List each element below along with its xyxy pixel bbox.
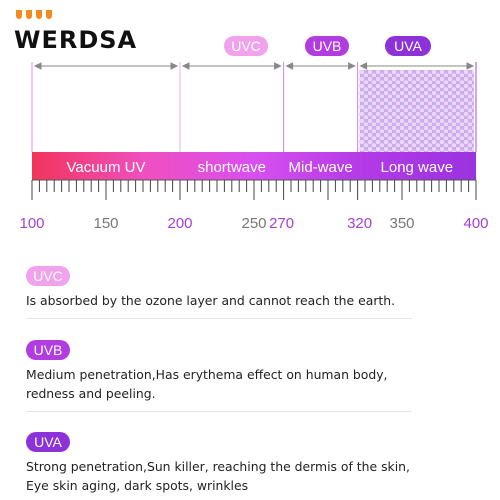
description-line: Is absorbed by the ozone layer and canno…	[26, 293, 396, 308]
description-line: redness and peeling.	[26, 386, 156, 401]
uvb-description-text: Medium penetration,Has erythema effect o…	[26, 365, 496, 403]
tick-label-400: 400	[463, 215, 488, 232]
ruler-tick-labels: 100 150 200 250 270 320 350 400	[19, 215, 488, 232]
description-divider	[26, 318, 412, 319]
ruler-ticks	[31, 180, 477, 200]
tick-label-200: 200	[167, 215, 192, 232]
uvb-band-pill: UVB	[305, 36, 349, 56]
uv-spectrum-diagram: Vacuum UV shortwave Mid-wave Long wave 100 1…	[19, 62, 489, 232]
uvc-band-pill: UVC	[224, 36, 268, 56]
range-arrow-270-320	[285, 62, 356, 70]
description-divider	[26, 411, 412, 412]
uvb-description-pill: UVB	[26, 340, 70, 360]
band-dividers	[31, 62, 477, 152]
brand-logo: WERDSA	[14, 10, 154, 54]
uva-description-text: Strong penetration,Sun killer, reaching …	[26, 457, 496, 495]
awning-icon	[16, 10, 56, 19]
range-arrows	[33, 62, 475, 70]
spectrum-bar	[32, 152, 476, 180]
description-line: Eye skin aging, dark spots, wrinkles	[26, 478, 249, 493]
uva-description-pill: UVA	[26, 432, 70, 452]
tick-label-250: 250	[241, 215, 266, 232]
uvc-description-text: Is absorbed by the ozone layer and canno…	[26, 291, 496, 310]
tick-label-320: 320	[347, 215, 372, 232]
range-arrow-100-200	[33, 62, 179, 70]
description-line: Medium penetration,Has erythema effect o…	[26, 367, 388, 382]
segment-label: Mid-wave	[289, 159, 353, 176]
range-arrow-320-400	[359, 62, 475, 70]
tick-label-150: 150	[93, 215, 118, 232]
tick-label-350: 350	[389, 215, 414, 232]
uva-band-pill: UVA	[385, 36, 431, 56]
spectrum-segment-labels: Vacuum UV shortwave Mid-wave Long wave	[67, 159, 454, 176]
segment-label: shortwave	[198, 159, 266, 176]
logo-text: WERDSA	[14, 26, 138, 54]
uva-penetration-zone	[359, 70, 474, 152]
segment-label: Long wave	[381, 159, 454, 176]
tick-label-270: 270	[269, 215, 294, 232]
description-line: Strong penetration,Sun killer, reaching …	[26, 459, 410, 474]
range-arrow-200-270	[181, 62, 282, 70]
segment-label: Vacuum UV	[67, 159, 146, 176]
uvc-description-pill: UVC	[26, 266, 70, 286]
tick-label-100: 100	[19, 215, 44, 232]
